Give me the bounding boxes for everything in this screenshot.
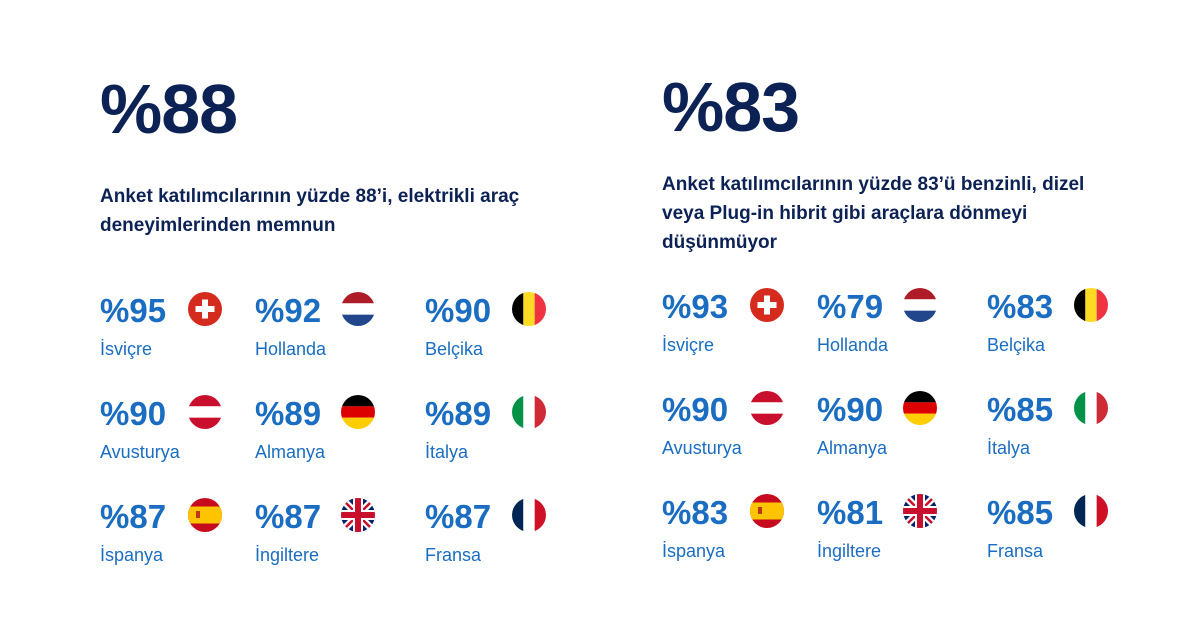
country-value: %95 <box>100 292 167 329</box>
switzerland-flag-icon <box>188 292 222 326</box>
germany-flag-icon <box>341 395 375 429</box>
country-item: %89 İtalya <box>425 395 595 475</box>
netherlands-flag-icon <box>903 288 937 322</box>
country-value: %90 <box>817 391 884 428</box>
country-item: %89 Almanya <box>255 395 425 475</box>
austria-flag-icon <box>750 391 784 425</box>
country-name: Avusturya <box>662 438 742 458</box>
belgium-flag-icon <box>512 292 546 326</box>
country-value: %81 <box>817 494 884 531</box>
left-description: Anket katılımcılarının yüzde 88’i, elekt… <box>100 186 520 236</box>
right-description: Anket katılımcılarının yüzde 83’ü benzin… <box>662 174 1085 253</box>
country-name: Belçika <box>987 335 1046 355</box>
country-value: %79 <box>817 288 884 325</box>
country-value: %89 <box>255 395 322 432</box>
country-name: Almanya <box>817 438 888 458</box>
country-name: Almanya <box>255 442 326 462</box>
france-flag-icon <box>512 498 546 532</box>
country-value: %85 <box>987 391 1054 428</box>
austria-flag-icon <box>188 395 222 429</box>
country-name: İngiltere <box>817 541 882 561</box>
italy-flag-icon <box>1074 391 1108 425</box>
italy-flag-icon <box>512 395 546 429</box>
country-item: %83 Belçika <box>987 288 1157 368</box>
country-name: İspanya <box>100 545 164 565</box>
country-name: Hollanda <box>817 335 889 355</box>
country-name: Avusturya <box>100 442 180 462</box>
country-name: İsviçre <box>662 335 715 355</box>
uk-flag-icon <box>903 494 937 528</box>
country-name: Fransa <box>425 545 482 565</box>
spain-flag-icon <box>188 498 222 532</box>
country-item: %87 İspanya <box>100 498 270 578</box>
country-value: %93 <box>662 288 729 325</box>
country-item: %90 Almanya <box>817 391 987 471</box>
germany-flag-icon <box>903 391 937 425</box>
country-value: %90 <box>662 391 729 428</box>
spain-flag-icon <box>750 494 784 528</box>
country-item: %90 Avusturya <box>662 391 832 471</box>
country-item: %93 İsviçre <box>662 288 832 368</box>
country-value: %89 <box>425 395 492 432</box>
country-name: Hollanda <box>255 339 327 359</box>
right-headline: %83 <box>662 68 800 146</box>
belgium-flag-icon <box>1074 288 1108 322</box>
country-item: %81 İngiltere <box>817 494 987 574</box>
country-value: %90 <box>425 292 492 329</box>
country-name: İsviçre <box>100 339 153 359</box>
country-item: %87 Fransa <box>425 498 595 578</box>
country-item: %85 İtalya <box>987 391 1157 471</box>
country-name: İtalya <box>425 442 469 462</box>
country-value: %92 <box>255 292 322 329</box>
netherlands-flag-icon <box>341 292 375 326</box>
country-value: %85 <box>987 494 1054 531</box>
france-flag-icon <box>1074 494 1108 528</box>
country-name: İtalya <box>987 438 1031 458</box>
country-value: %87 <box>425 498 492 535</box>
country-item: %79 Hollanda <box>817 288 987 368</box>
country-name: İngiltere <box>255 545 320 565</box>
country-item: %92 Hollanda <box>255 292 425 372</box>
switzerland-flag-icon <box>750 288 784 322</box>
left-headline: %88 <box>100 70 238 148</box>
country-value: %90 <box>100 395 167 432</box>
country-item: %90 Avusturya <box>100 395 270 475</box>
country-item: %85 Fransa <box>987 494 1157 574</box>
country-item: %95 İsviçre <box>100 292 270 372</box>
country-name: İspanya <box>662 541 726 561</box>
country-value: %87 <box>100 498 167 535</box>
country-value: %87 <box>255 498 322 535</box>
country-value: %83 <box>662 494 729 531</box>
country-item: %83 İspanya <box>662 494 832 574</box>
country-name: Fransa <box>987 541 1044 561</box>
country-item: %87 İngiltere <box>255 498 425 578</box>
country-value: %83 <box>987 288 1054 325</box>
uk-flag-icon <box>341 498 375 532</box>
country-name: Belçika <box>425 339 484 359</box>
country-item: %90 Belçika <box>425 292 595 372</box>
